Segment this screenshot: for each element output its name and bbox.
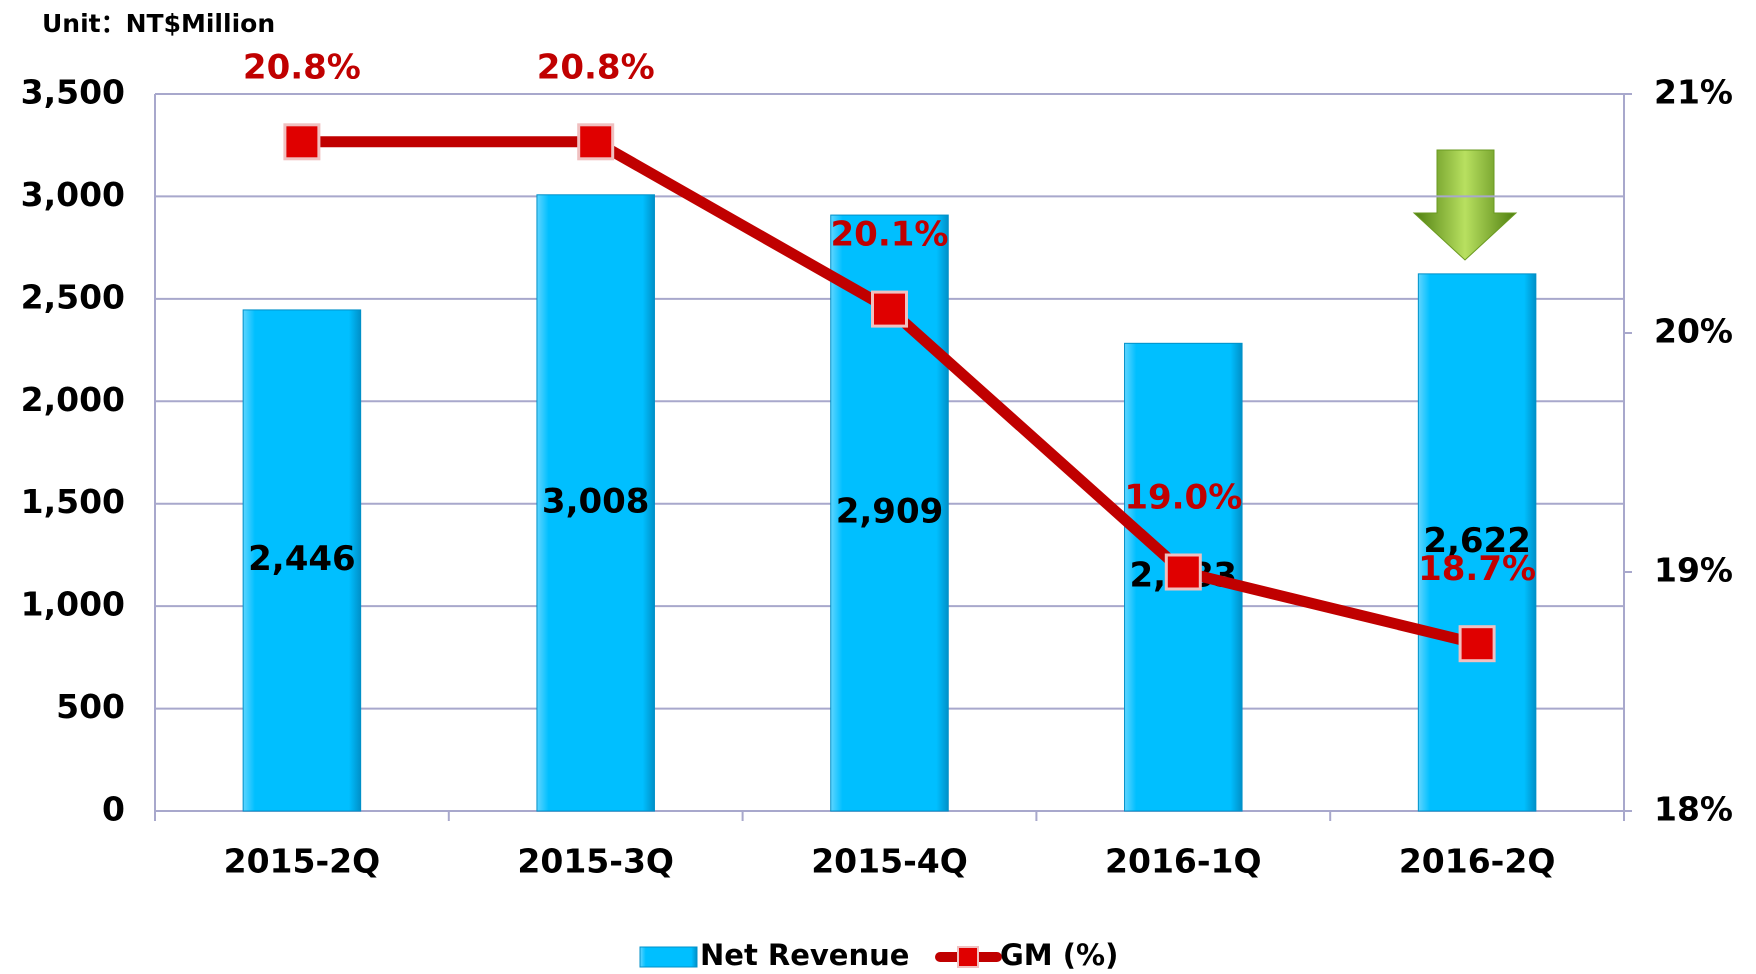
- legend-label: GM (%): [1000, 938, 1118, 972]
- gm-value-label: 20.1%: [831, 215, 949, 255]
- x-tick-label: 2015-3Q: [517, 842, 674, 881]
- down-arrow-icon: [1412, 149, 1518, 261]
- gm-marker: [1164, 553, 1202, 591]
- bar-value-label: 2,622: [1423, 521, 1531, 561]
- gm-marker: [577, 123, 615, 161]
- y2-tick-label: 21%: [1654, 73, 1733, 112]
- y-tick-label: 3,000: [21, 175, 125, 214]
- legend-marker-swatch: [957, 946, 979, 968]
- bar-value-label: 2,909: [836, 492, 944, 532]
- y-tick-label: 0: [102, 790, 125, 829]
- gm-value-label: 20.8%: [243, 47, 361, 87]
- y-tick-label: 2,000: [21, 380, 125, 419]
- legend-bar-swatch: [639, 946, 698, 968]
- x-tick-label: 2016-2Q: [1399, 842, 1556, 881]
- y2-tick-label: 18%: [1654, 790, 1733, 829]
- y-tick-label: 500: [56, 687, 125, 726]
- legend-label: Net Revenue: [700, 938, 909, 972]
- y-tick-label: 3,500: [21, 73, 125, 112]
- bar-value-label: 2,446: [248, 539, 356, 579]
- y-tick-label: 2,500: [21, 277, 125, 316]
- x-tick-label: 2015-2Q: [224, 842, 381, 881]
- y-tick-label: 1,000: [21, 585, 125, 624]
- gm-marker: [283, 123, 321, 161]
- y2-tick-label: 19%: [1654, 551, 1733, 590]
- gm-marker: [1458, 625, 1496, 663]
- bar-value-label: 3,008: [542, 481, 650, 521]
- y-tick-label: 1,500: [21, 482, 125, 521]
- gm-marker: [871, 290, 908, 328]
- gm-value-label: 20.8%: [537, 47, 655, 87]
- bar: [1417, 273, 1537, 812]
- gm-value-label: 18.7%: [1418, 549, 1536, 589]
- gm-value-label: 19.0%: [1124, 478, 1242, 518]
- bar: [536, 194, 655, 812]
- bar: [242, 309, 362, 812]
- x-tick-label: 2015-4Q: [811, 842, 968, 881]
- unit-annotation: Unit：NT$Million: [42, 9, 275, 38]
- x-tick-label: 2016-1Q: [1105, 842, 1262, 881]
- y2-tick-label: 20%: [1654, 312, 1733, 351]
